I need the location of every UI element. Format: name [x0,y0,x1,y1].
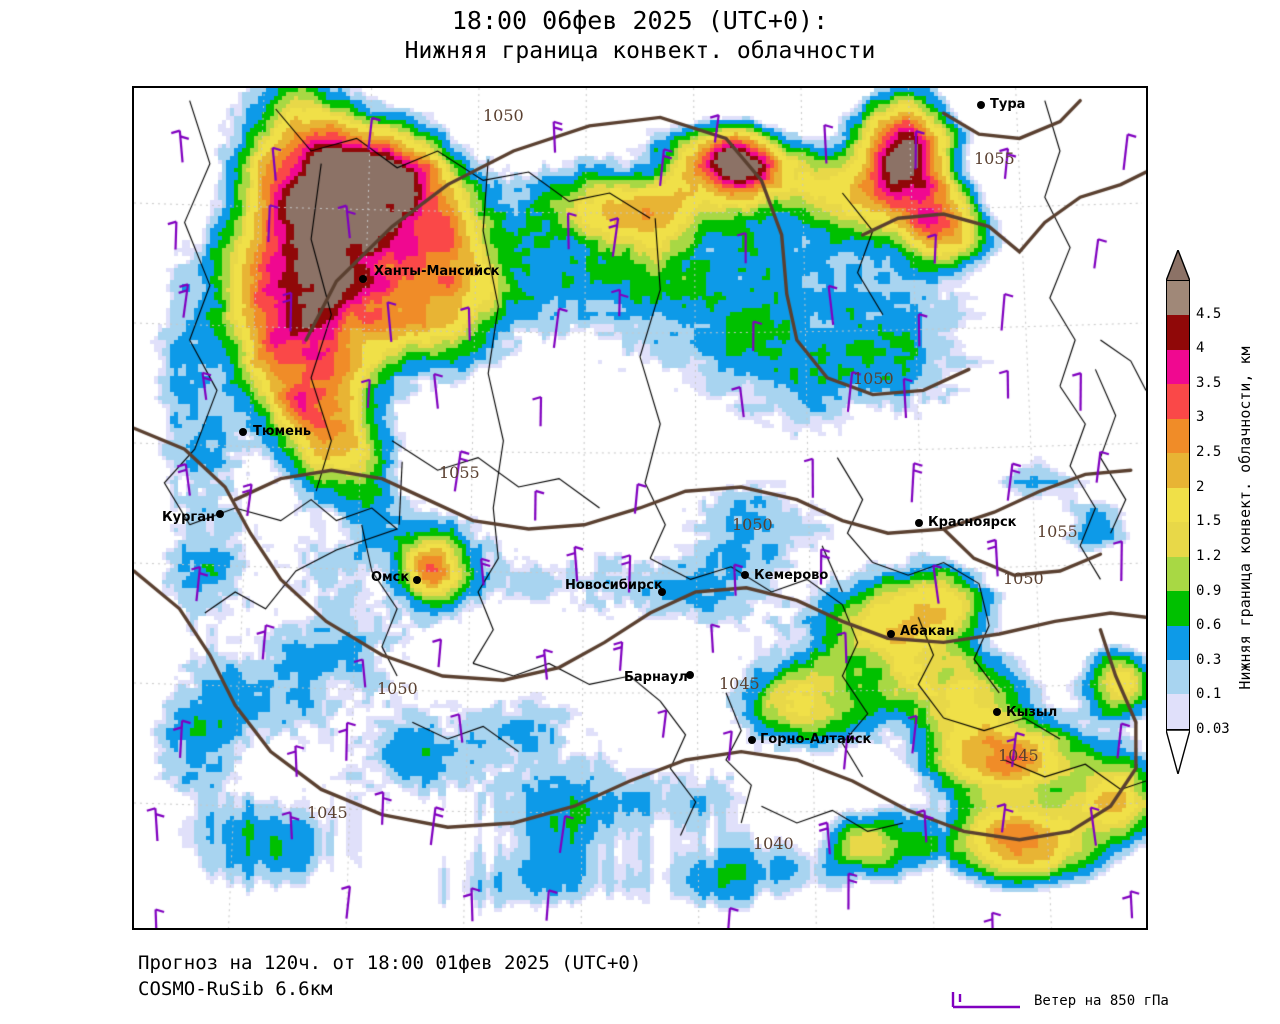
city-label-2: Курган [162,510,215,525]
city-label-7: Абакан [900,624,955,639]
isobar-label-1050-7: 1050 [377,679,418,698]
wind-legend-label: Ветер на 850 гПа [1034,993,1169,1009]
map-panel[interactable]: Ханты-Мансийск Тюмень Курган Омск Новосибирс… [132,86,1148,930]
city-label-8: Барнаул [624,670,688,685]
isobar-label-1050-4: 1050 [732,515,773,534]
city-marker-0 [359,275,367,283]
city-marker-10 [993,708,1001,716]
page-title: 18:00 06фев 2025 (UTC+0): Нижняя граница… [0,6,1280,66]
colorbar-under-arrow [1166,730,1190,774]
colorbar-over-arrow [1166,250,1190,281]
footer-text: Прогноз на 120ч. от 18:00 01фев 2025 (UT… [138,950,641,1002]
city-label-1: Тюмень [253,424,312,439]
city-marker-11 [977,101,985,109]
isobar-label-1055-1: 1055 [974,149,1015,168]
forecast-info: Прогноз на 120ч. от 18:00 01фев 2025 (UT… [138,952,642,974]
city-marker-9 [748,736,756,744]
colorbar-tick-3.5: 3.5 [1196,374,1222,391]
city-label-0: Ханты-Мансийск [374,264,500,279]
colorbar-segment [1167,349,1189,385]
city-label-4: Новосибирск [565,578,663,593]
city-label-9: Горно-Алтайск [760,732,872,747]
colorbar-segment [1167,625,1189,660]
city-marker-5 [741,571,749,579]
isobar-label-1050-0: 1050 [483,106,524,125]
colorbar-segment [1167,384,1189,419]
colorbar-tick-0.9: 0.9 [1196,582,1222,599]
isobar-label-1045-10: 1045 [307,803,348,822]
colorbar-segment [1167,556,1189,592]
colorbar-tick-1.2: 1.2 [1196,547,1222,564]
colorbar-axis-title: Нижняя граница конвект. облачности, км [1236,346,1254,690]
city-label-3: Омск [371,570,410,585]
colorbar-segment [1167,591,1189,626]
isobar-label-1055-5: 1055 [1037,522,1078,541]
colorbar-tick-1.5: 1.5 [1196,513,1222,530]
colorbar-segment [1167,418,1189,454]
colorbar: 0.03 0.1 0.3 0.6 0.9 1.2 1.5 2 2.5 3 3.5 4 4.5 Нижня… [1158,248,1280,788]
colorbar-segment [1167,487,1189,523]
wind-barb-icon [951,992,1020,1009]
colorbar-segment [1167,659,1189,695]
colorbar-segment [1167,281,1189,316]
colorbar-tick-0.3: 0.3 [1196,651,1222,668]
colorbar-tick-0.6: 0.6 [1196,617,1222,634]
city-marker-2 [216,510,224,518]
isobar-label-1045-9: 1045 [998,746,1039,765]
city-marker-6 [915,519,923,527]
title-variable: Нижняя граница конвект. облачности [404,38,876,64]
city-label-10: Кызыл [1006,705,1058,720]
colorbar-segment [1167,522,1189,557]
colorbar-tick-4: 4 [1196,340,1205,357]
colorbar-segment [1167,315,1189,350]
city-label-6: Красноярск [928,515,1017,530]
title-datetime: 18:00 06фев 2025 (UTC+0): [451,6,829,35]
colorbar-segment [1167,694,1189,729]
city-marker-8 [686,671,694,679]
colorbar-tick-0.1: 0.1 [1196,686,1222,703]
wind-legend: Ветер на 850 гПа [948,988,1169,1014]
isobar-label-1050-6: 1050 [1003,569,1044,588]
isobar-label-1045-8: 1045 [719,674,760,693]
model-info: COSMO-RuSib 6.6км [138,978,333,1000]
city-marker-1 [239,428,247,436]
map-field-canvas [134,88,1146,928]
city-marker-4 [658,588,666,596]
colorbar-gradient [1166,280,1190,730]
colorbar-tick-0.03: 0.03 [1196,721,1230,737]
colorbar-segment [1167,453,1189,488]
city-label-11: Тура [990,97,1026,112]
colorbar-tick-2.5: 2.5 [1196,444,1222,461]
city-marker-3 [413,576,421,584]
colorbar-tick-3: 3 [1196,409,1205,426]
colorbar-tick-4.5: 4.5 [1196,305,1222,322]
isobar-label-1050-2: 1050 [853,369,894,388]
colorbar-tick-2: 2 [1196,478,1205,495]
isobar-label-1055-3: 1055 [439,463,480,482]
city-label-5: Кемерово [754,568,829,583]
isobar-label-1040-11: 1040 [753,834,794,853]
city-marker-7 [887,630,895,638]
